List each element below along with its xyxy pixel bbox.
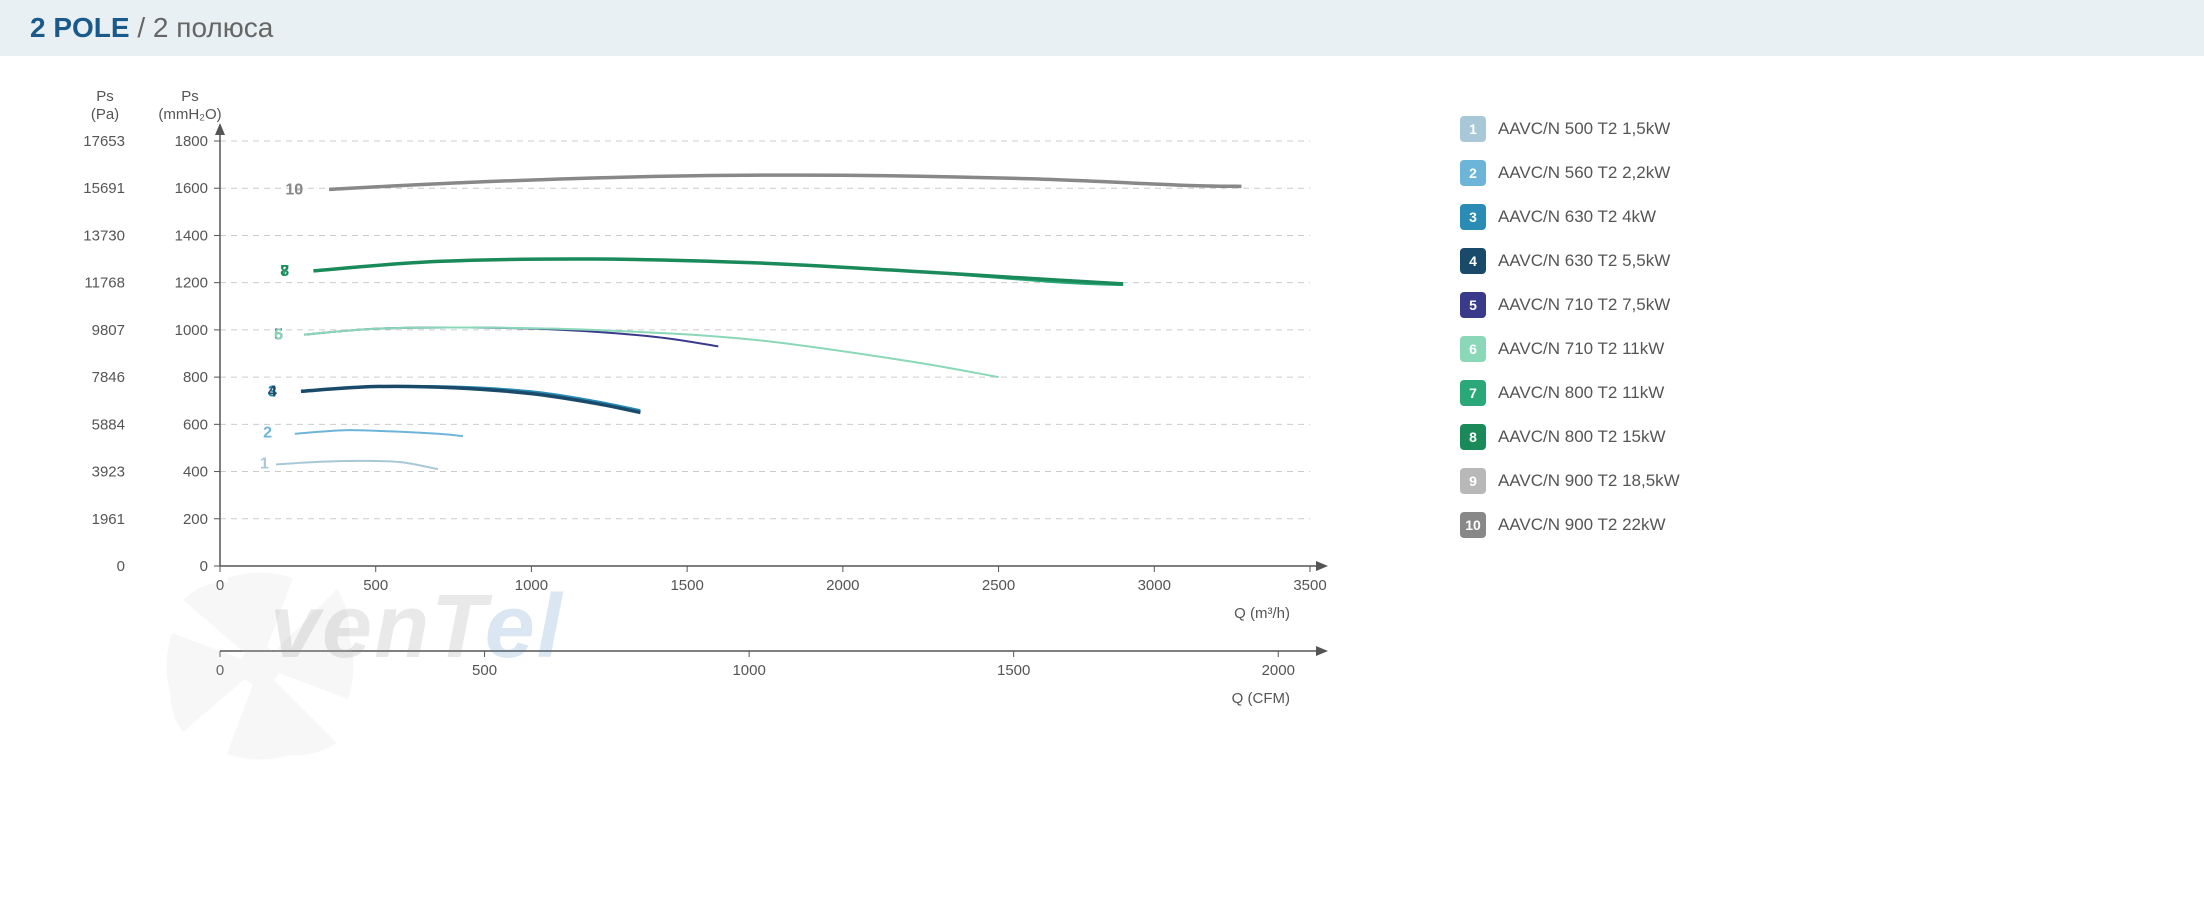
svg-text:0: 0	[117, 558, 125, 575]
svg-text:Ps: Ps	[181, 88, 199, 105]
svg-text:4: 4	[268, 383, 277, 400]
svg-text:600: 600	[183, 416, 208, 433]
legend-label: AAVC/N 900 T2 22kW	[1498, 515, 1666, 535]
legend-badge: 8	[1460, 424, 1486, 450]
legend-badge: 1	[1460, 116, 1486, 142]
legend-item: 5 AAVC/N 710 T2 7,5kW	[1460, 292, 1680, 318]
svg-text:1500: 1500	[670, 577, 703, 594]
svg-text:10: 10	[285, 181, 303, 198]
svg-text:15691: 15691	[83, 180, 125, 197]
svg-text:13730: 13730	[83, 227, 125, 244]
svg-text:1000: 1000	[175, 322, 208, 339]
legend-badge: 2	[1460, 160, 1486, 186]
svg-text:Ps: Ps	[96, 88, 114, 105]
svg-text:3500: 3500	[1293, 577, 1326, 594]
legend-badge: 10	[1460, 512, 1486, 538]
svg-text:1400: 1400	[175, 227, 208, 244]
legend-label: AAVC/N 800 T2 11kW	[1498, 383, 1664, 403]
performance-chart: 0500100015002000250030003500050010001500…	[30, 76, 1380, 836]
legend-item: 1 AAVC/N 500 T2 1,5kW	[1460, 116, 1680, 142]
svg-text:2: 2	[263, 425, 272, 442]
svg-text:1000: 1000	[732, 662, 765, 679]
svg-text:400: 400	[183, 464, 208, 481]
legend-badge: 5	[1460, 292, 1486, 318]
svg-text:800: 800	[183, 369, 208, 386]
legend-badge: 9	[1460, 468, 1486, 494]
title-sub: / 2 полюса	[130, 12, 274, 43]
svg-text:0: 0	[216, 662, 224, 679]
svg-text:(mmH₂O): (mmH₂O)	[158, 106, 221, 123]
svg-text:11768: 11768	[84, 275, 125, 292]
svg-text:2500: 2500	[982, 577, 1015, 594]
legend-label: AAVC/N 900 T2 18,5kW	[1498, 471, 1680, 491]
watermark-text: venTel	[270, 576, 564, 679]
legend-item: 7 AAVC/N 800 T2 11kW	[1460, 380, 1680, 406]
header-bar: 2 POLE / 2 полюса	[0, 0, 2204, 56]
svg-text:0: 0	[216, 577, 224, 594]
svg-text:1800: 1800	[175, 133, 208, 150]
svg-text:200: 200	[183, 511, 208, 528]
legend-item: 3 AAVC/N 630 T2 4kW	[1460, 204, 1680, 230]
legend-label: AAVC/N 630 T2 4kW	[1498, 207, 1656, 227]
svg-text:3000: 3000	[1138, 577, 1171, 594]
legend-badge: 3	[1460, 204, 1486, 230]
legend-label: AAVC/N 710 T2 11kW	[1498, 339, 1664, 359]
svg-text:8: 8	[280, 263, 289, 280]
svg-text:Q (m³/h): Q (m³/h)	[1234, 605, 1290, 622]
svg-text:0: 0	[200, 558, 208, 575]
svg-text:3923: 3923	[92, 464, 125, 481]
svg-text:7846: 7846	[92, 369, 125, 386]
svg-text:17653: 17653	[83, 133, 125, 150]
svg-text:1961: 1961	[92, 511, 125, 528]
legend-badge: 7	[1460, 380, 1486, 406]
legend-item: 8 AAVC/N 800 T2 15kW	[1460, 424, 1680, 450]
legend-label: AAVC/N 500 T2 1,5kW	[1498, 119, 1670, 139]
legend-item: 2 AAVC/N 560 T2 2,2kW	[1460, 160, 1680, 186]
svg-text:9807: 9807	[92, 322, 125, 339]
legend-label: AAVC/N 800 T2 15kW	[1498, 427, 1666, 447]
legend-badge: 4	[1460, 248, 1486, 274]
svg-text:1500: 1500	[997, 662, 1030, 679]
svg-text:2000: 2000	[826, 577, 859, 594]
svg-text:(Pa): (Pa)	[91, 106, 119, 123]
legend-badge: 6	[1460, 336, 1486, 362]
svg-text:5884: 5884	[92, 416, 125, 433]
legend-item: 9 AAVC/N 900 T2 18,5kW	[1460, 468, 1680, 494]
svg-text:Q (CFM): Q (CFM)	[1232, 690, 1290, 707]
svg-text:1200: 1200	[175, 275, 208, 292]
legend-label: AAVC/N 630 T2 5,5kW	[1498, 251, 1670, 271]
svg-text:1: 1	[260, 455, 269, 472]
chart-svg: 0500100015002000250030003500050010001500…	[30, 76, 1380, 836]
title-main: 2 POLE	[30, 12, 130, 43]
legend-label: AAVC/N 710 T2 7,5kW	[1498, 295, 1670, 315]
legend-item: 4 AAVC/N 630 T2 5,5kW	[1460, 248, 1680, 274]
legend-item: 6 AAVC/N 710 T2 11kW	[1460, 336, 1680, 362]
svg-text:6: 6	[274, 327, 283, 344]
legend: 1 AAVC/N 500 T2 1,5kW 2 AAVC/N 560 T2 2,2kW…	[1460, 76, 1680, 836]
svg-text:2000: 2000	[1262, 662, 1295, 679]
legend-label: AAVC/N 560 T2 2,2kW	[1498, 163, 1670, 183]
legend-item: 10 AAVC/N 900 T2 22kW	[1460, 512, 1680, 538]
svg-text:1600: 1600	[175, 180, 208, 197]
